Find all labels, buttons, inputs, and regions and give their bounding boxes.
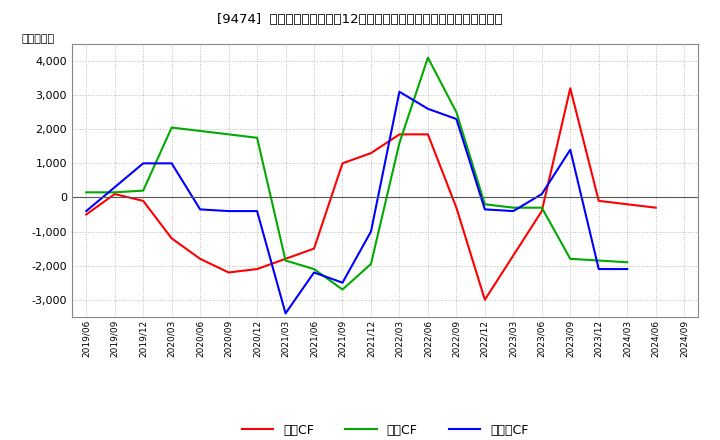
投資CF [196,128,204,134]
フリーCF [167,161,176,166]
営業CF [480,297,489,302]
投資CF [366,261,375,267]
投資CF [167,125,176,130]
営業CF [452,205,461,210]
フリーCF [225,209,233,214]
投資CF [338,287,347,292]
Line: 投資CF: 投資CF [86,58,627,290]
フリーCF [82,209,91,214]
営業CF [196,256,204,261]
営業CF [623,202,631,207]
投資CF [82,190,91,195]
フリーCF [395,89,404,94]
投資CF [310,266,318,271]
フリーCF [338,280,347,286]
営業CF [253,266,261,271]
Text: [9474]  キャッシュフローの12か月移動合計の対前年同期増減額の推移: [9474] キャッシュフローの12か月移動合計の対前年同期増減額の推移 [217,13,503,26]
フリーCF [509,209,518,214]
営業CF [82,212,91,217]
投資CF [452,110,461,115]
営業CF [395,132,404,137]
Line: 営業CF: 営業CF [86,88,656,300]
営業CF [566,86,575,91]
営業CF [139,198,148,203]
営業CF [537,209,546,214]
投資CF [282,258,290,263]
フリーCF [537,191,546,197]
投資CF [253,135,261,140]
フリーCF [253,209,261,214]
フリーCF [480,207,489,212]
フリーCF [423,106,432,111]
営業CF [595,198,603,203]
フリーCF [566,147,575,152]
フリーCF [452,116,461,121]
営業CF [167,236,176,241]
営業CF [338,161,347,166]
営業CF [652,205,660,210]
フリーCF [282,311,290,316]
営業CF [225,270,233,275]
投資CF [480,202,489,207]
フリーCF [139,161,148,166]
営業CF [366,150,375,156]
投資CF [423,55,432,60]
投資CF [509,205,518,210]
フリーCF [623,266,631,271]
フリーCF [196,207,204,212]
投資CF [139,188,148,193]
投資CF [623,260,631,265]
フリーCF [595,266,603,271]
営業CF [110,191,119,197]
投資CF [595,258,603,263]
Legend: 営業CF, 投資CF, フリーCF: 営業CF, 投資CF, フリーCF [237,418,534,440]
投資CF [395,140,404,146]
フリーCF [310,270,318,275]
投資CF [225,132,233,137]
営業CF [282,256,290,261]
投資CF [110,190,119,195]
投資CF [537,205,546,210]
Line: フリーCF: フリーCF [86,92,627,313]
営業CF [423,132,432,137]
フリーCF [110,185,119,190]
投資CF [566,256,575,261]
営業CF [509,253,518,258]
Text: （百万円）: （百万円） [22,34,55,44]
営業CF [310,246,318,251]
フリーCF [366,229,375,234]
